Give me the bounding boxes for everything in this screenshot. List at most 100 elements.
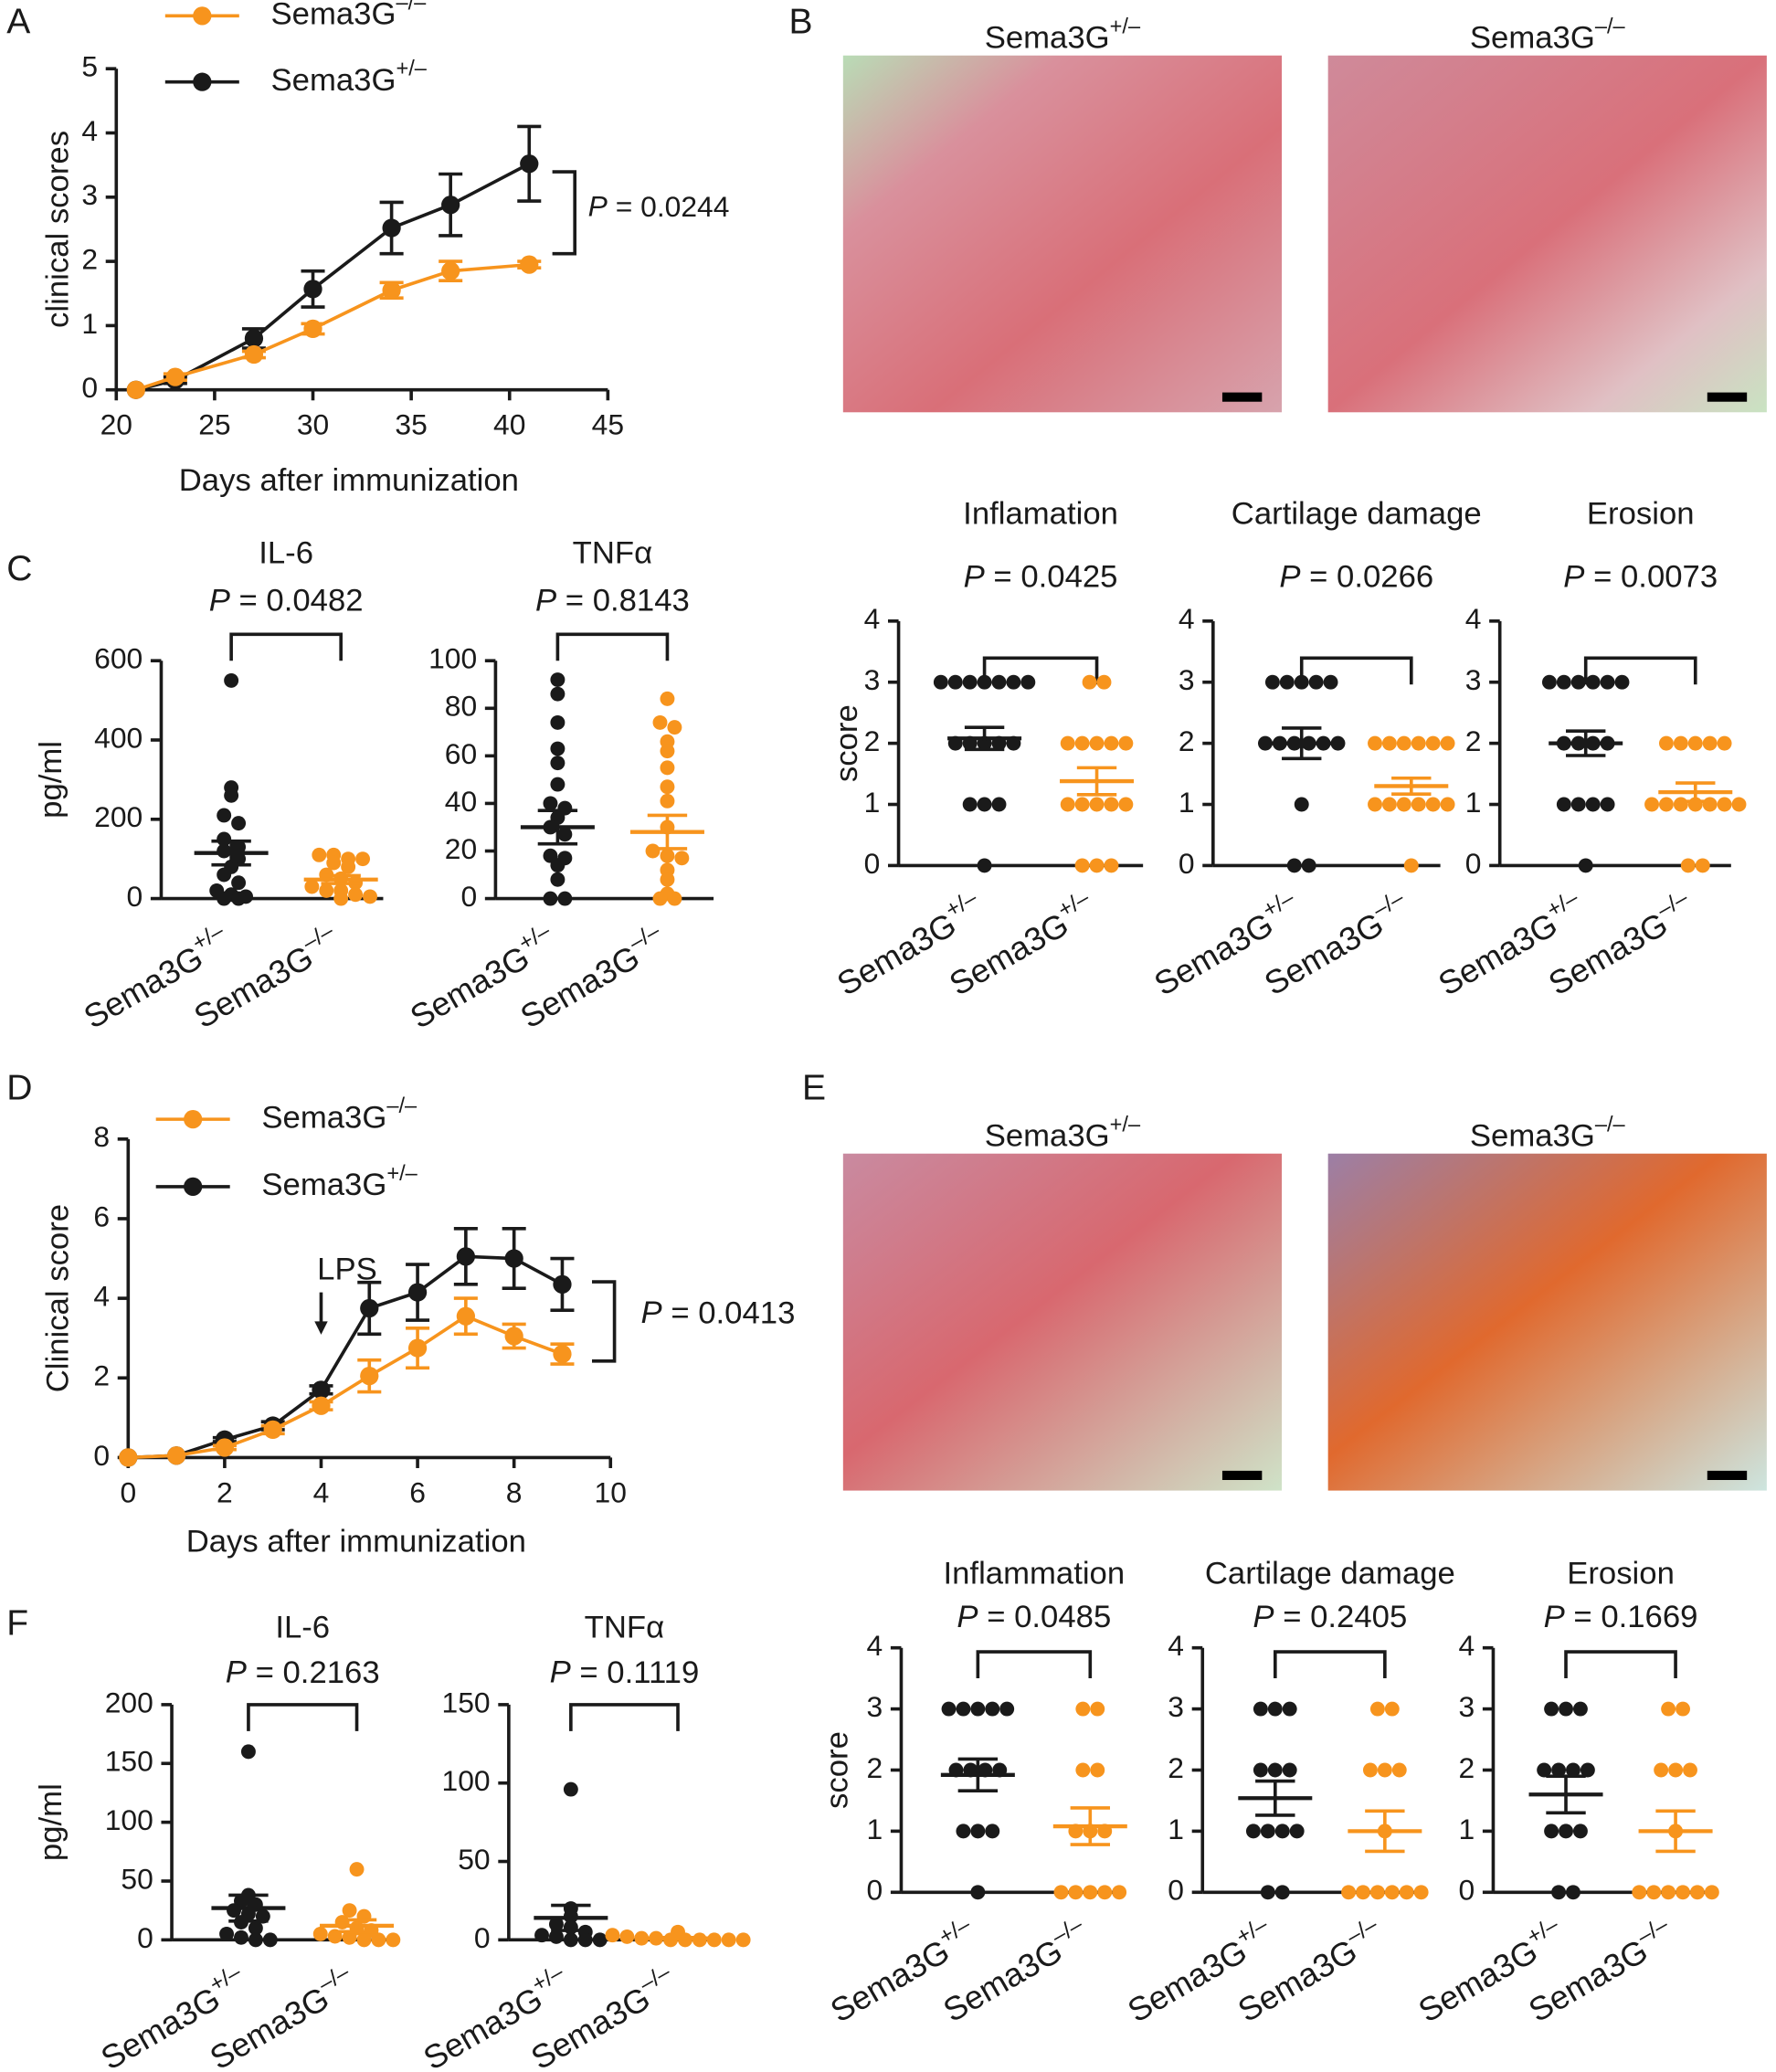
point bbox=[1566, 1885, 1580, 1900]
text-part: –/– bbox=[625, 918, 664, 956]
point bbox=[660, 779, 675, 795]
text-part: –/– bbox=[1369, 885, 1408, 923]
annotation: LPS bbox=[317, 1253, 377, 1287]
point bbox=[1654, 1762, 1669, 1778]
y-tick-label: 2 bbox=[81, 243, 98, 276]
text-part: +/– bbox=[396, 58, 427, 81]
y-tick-label: 0 bbox=[867, 1874, 883, 1907]
point bbox=[660, 848, 675, 863]
y-tick-label: 2 bbox=[93, 1359, 110, 1392]
point bbox=[1632, 1885, 1647, 1900]
y-tick-label: 1 bbox=[81, 307, 98, 340]
point bbox=[1425, 797, 1441, 812]
annotation: P = 0.2405 bbox=[1253, 1600, 1407, 1634]
plot-title: IL-6 bbox=[259, 536, 313, 571]
point bbox=[1578, 858, 1593, 873]
point bbox=[1368, 735, 1382, 751]
point bbox=[557, 891, 573, 906]
point bbox=[520, 255, 539, 274]
y-tick-label: 2 bbox=[864, 724, 881, 757]
point bbox=[119, 1448, 138, 1467]
legend-marker bbox=[193, 6, 212, 26]
point bbox=[1075, 1762, 1091, 1778]
text-part: +/– bbox=[1543, 885, 1583, 923]
point bbox=[660, 691, 675, 706]
point bbox=[1294, 674, 1309, 690]
y-tick-label: 0 bbox=[1179, 847, 1195, 880]
point bbox=[333, 891, 349, 906]
y-tick-label: 0 bbox=[127, 880, 143, 913]
point bbox=[1274, 1885, 1290, 1900]
point bbox=[1362, 1762, 1378, 1778]
point bbox=[1572, 1824, 1588, 1839]
point bbox=[1060, 797, 1075, 812]
x-tick-label: 0 bbox=[120, 1475, 136, 1508]
point bbox=[1068, 1885, 1084, 1900]
point bbox=[1673, 797, 1688, 812]
y-axis-label: Clinical score bbox=[40, 1204, 75, 1392]
text-part: +/– bbox=[528, 1960, 568, 1997]
y-tick-label: 2 bbox=[1459, 1751, 1475, 1784]
annotation: P = 0.2163 bbox=[226, 1655, 380, 1690]
point bbox=[970, 1701, 986, 1717]
point bbox=[1585, 674, 1601, 690]
point bbox=[550, 714, 566, 730]
point bbox=[577, 1932, 593, 1948]
point bbox=[382, 218, 401, 238]
y-tick-label: 100 bbox=[428, 642, 477, 675]
point bbox=[543, 796, 558, 811]
point bbox=[1440, 797, 1455, 812]
annotation: P = 0.1669 bbox=[1544, 1600, 1698, 1634]
annotation: P = 0.8143 bbox=[535, 584, 690, 618]
point bbox=[248, 1920, 263, 1936]
text-part: P bbox=[641, 1295, 662, 1330]
y-tick-label: 3 bbox=[1465, 663, 1482, 696]
point bbox=[1097, 1885, 1113, 1900]
point bbox=[1661, 1885, 1676, 1900]
y-tick-label: 200 bbox=[105, 1686, 153, 1718]
point bbox=[504, 1327, 523, 1346]
y-tick-label: 0 bbox=[864, 847, 881, 880]
point bbox=[735, 1932, 751, 1948]
panel-label: F bbox=[6, 1603, 28, 1643]
y-tick-label: 4 bbox=[1465, 602, 1482, 635]
point bbox=[1384, 1701, 1400, 1717]
plot-title: Cartilage damage bbox=[1205, 1556, 1455, 1591]
significance-bracket bbox=[1273, 1650, 1387, 1678]
y-tick-label: 5 bbox=[81, 50, 98, 83]
point bbox=[1440, 735, 1455, 751]
point bbox=[441, 196, 460, 215]
point bbox=[1377, 1762, 1392, 1778]
y-tick-label: 1 bbox=[1179, 786, 1195, 819]
y-tick-label: 1 bbox=[1459, 1813, 1475, 1845]
legend-label: Sema3G+/– bbox=[271, 58, 428, 98]
point bbox=[248, 1932, 263, 1948]
point bbox=[1676, 1701, 1690, 1717]
y-tick-label: 3 bbox=[864, 663, 881, 696]
y-tick-label: 1 bbox=[1168, 1813, 1184, 1845]
point bbox=[1411, 735, 1426, 751]
point bbox=[1572, 1701, 1588, 1717]
y-tick-label: 150 bbox=[442, 1686, 491, 1718]
y-tick-label: 60 bbox=[445, 737, 477, 770]
point bbox=[563, 1932, 578, 1948]
annotation: P = 0.0413 bbox=[641, 1295, 796, 1330]
point bbox=[1566, 1762, 1580, 1778]
y-tick-label: 3 bbox=[1179, 663, 1195, 696]
point bbox=[1559, 1701, 1573, 1717]
point bbox=[215, 1438, 235, 1457]
point bbox=[1544, 1824, 1559, 1839]
point bbox=[977, 797, 992, 812]
text-part: P bbox=[1563, 560, 1584, 595]
y-tick-label: 1 bbox=[1465, 786, 1482, 819]
point bbox=[550, 672, 566, 687]
point bbox=[304, 879, 320, 894]
point bbox=[1075, 1701, 1091, 1717]
point bbox=[1368, 797, 1382, 812]
point bbox=[534, 1928, 549, 1943]
text-part: +/– bbox=[1523, 1912, 1563, 1950]
y-tick-label: 20 bbox=[445, 832, 477, 865]
point bbox=[1600, 797, 1615, 812]
point bbox=[548, 1917, 564, 1932]
point bbox=[1396, 797, 1411, 812]
